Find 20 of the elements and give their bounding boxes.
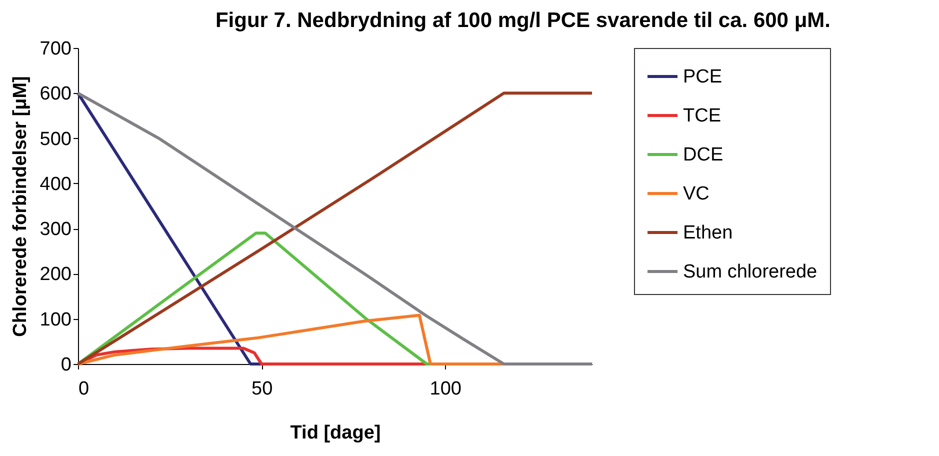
x-tick-label: 100 bbox=[430, 378, 462, 400]
legend-label: VC bbox=[683, 184, 710, 204]
x-tick-label: 50 bbox=[252, 378, 273, 400]
y-tick-label: 500 bbox=[40, 128, 72, 150]
y-tick-label: 400 bbox=[40, 174, 72, 195]
y-tick-label: 700 bbox=[40, 38, 72, 60]
y-tick-label: 100 bbox=[40, 309, 72, 330]
y-tick-label: 0 bbox=[60, 354, 72, 376]
legend-label: Ethen bbox=[683, 222, 733, 244]
legend-label: DCE bbox=[683, 144, 724, 166]
legend-label: Sum chlorerede bbox=[683, 262, 818, 282]
legend-label: TCE bbox=[683, 106, 721, 126]
y-tick-label: 200 bbox=[40, 264, 72, 286]
y-axis-title: Chlorerede forbindelser [μM] bbox=[10, 76, 31, 337]
y-tick-label: 600 bbox=[40, 84, 72, 105]
legend-label: PCE bbox=[683, 66, 722, 88]
y-tick-label: 300 bbox=[40, 219, 72, 240]
x-axis-title: Tid [dage] bbox=[290, 422, 381, 444]
x-tick-label: 0 bbox=[78, 378, 90, 400]
chart-title: Figur 7. Nedbrydning af 100 mg/l PCE svarende til ca. 600 μM. bbox=[215, 9, 830, 32]
